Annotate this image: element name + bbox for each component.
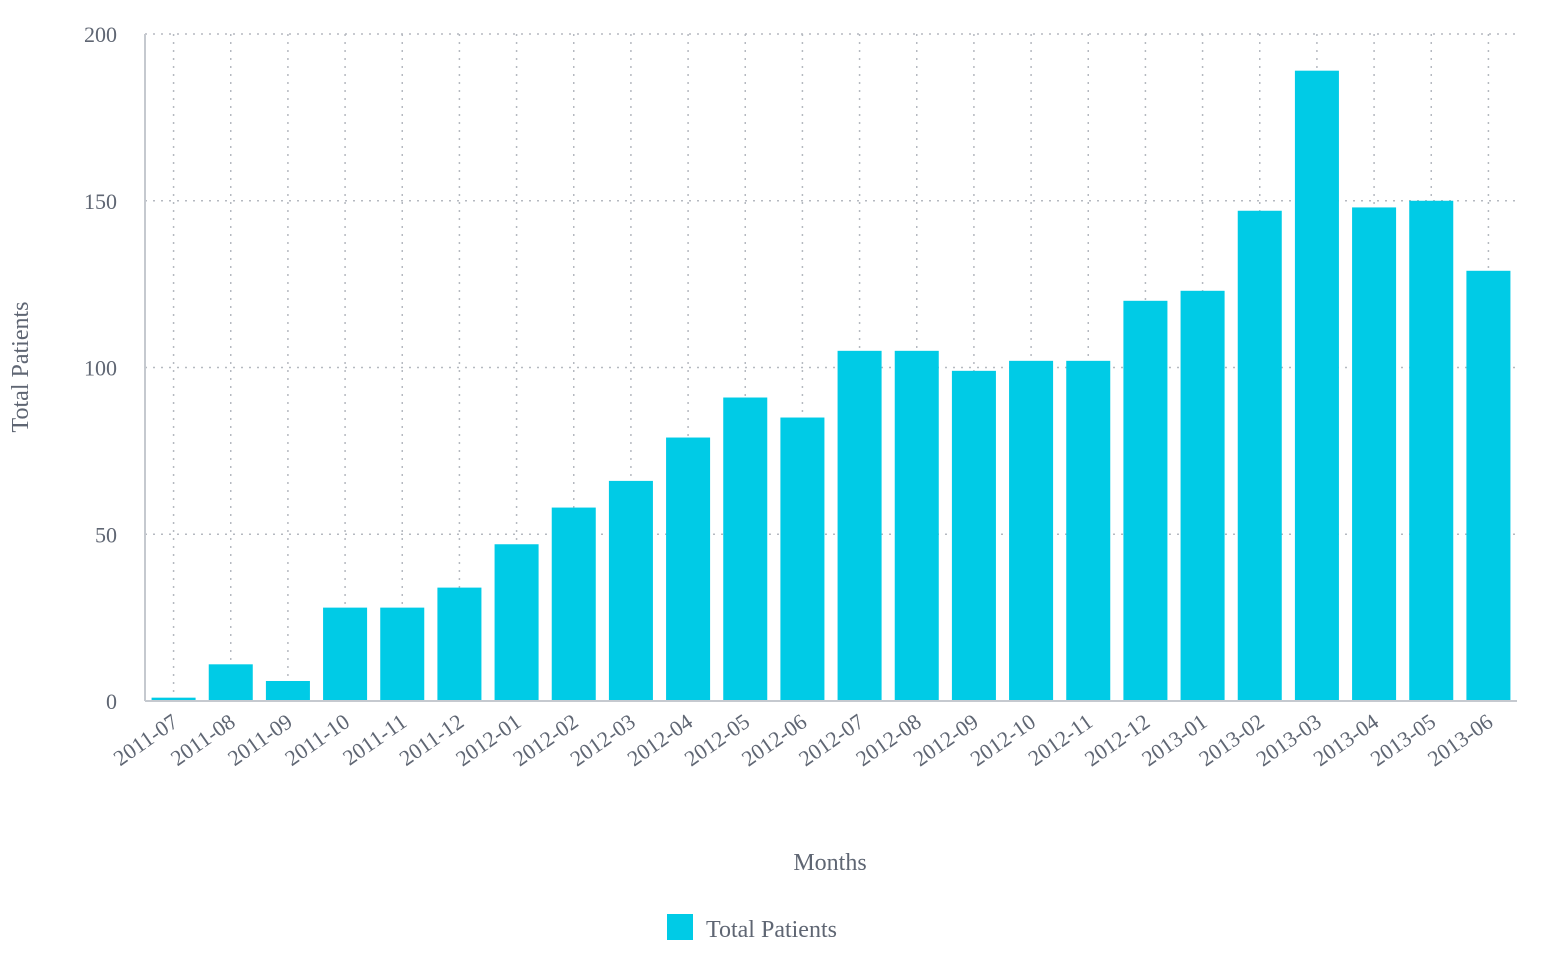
- x-tick-label: 2012-04: [623, 709, 697, 772]
- x-tick-label: 2013-03: [1251, 709, 1325, 772]
- bar-2012-04[interactable]: [666, 437, 711, 701]
- x-tick-label: 2013-05: [1366, 709, 1440, 772]
- x-tick-label: 2011-09: [223, 709, 297, 771]
- x-tick-label: 2012-02: [508, 709, 582, 772]
- bar-2011-12[interactable]: [437, 587, 482, 701]
- x-tick-label: 2012-01: [451, 709, 525, 772]
- bar-2012-08[interactable]: [894, 350, 939, 701]
- x-tick-label: 2013-04: [1309, 709, 1383, 772]
- x-tick-labels: 2011-072011-082011-092011-102011-112011-…: [109, 709, 1498, 772]
- x-tick-label: 2011-10: [280, 709, 354, 771]
- bar-2013-05[interactable]: [1409, 200, 1454, 701]
- bar-2012-06[interactable]: [780, 417, 825, 701]
- bar-2011-07[interactable]: [151, 697, 196, 701]
- x-tick-label: 2011-11: [338, 709, 411, 771]
- bar-2012-01[interactable]: [494, 544, 539, 701]
- bars: [151, 70, 1511, 702]
- legend-label: Total Patients: [706, 917, 837, 943]
- x-tick-label: 2013-01: [1137, 709, 1211, 772]
- bar-2013-02[interactable]: [1237, 210, 1282, 701]
- y-tick-label: 200: [84, 22, 117, 47]
- x-tick-label: 2012-11: [1023, 709, 1097, 771]
- y-axis-title: Total Patients: [8, 302, 34, 433]
- legend-swatch: [667, 914, 693, 940]
- axes: [144, 34, 1517, 702]
- bar-2011-11[interactable]: [380, 607, 425, 701]
- bar-2013-04[interactable]: [1352, 207, 1397, 702]
- y-tick-label: 100: [84, 356, 117, 381]
- legend[interactable]: Total Patients: [667, 914, 837, 943]
- x-tick-label: 2012-12: [1080, 709, 1154, 772]
- x-tick-label: 2011-07: [109, 709, 183, 771]
- y-tick-label: 150: [84, 189, 117, 214]
- bar-2012-05[interactable]: [723, 397, 768, 701]
- x-tick-label: 2011-12: [395, 709, 469, 771]
- bar-2011-08[interactable]: [208, 664, 253, 701]
- x-tick-label: 2012-07: [794, 709, 868, 772]
- x-tick-label: 2012-08: [851, 709, 925, 772]
- x-tick-label: 2013-06: [1423, 709, 1497, 772]
- bar-2012-07[interactable]: [837, 350, 882, 701]
- bar-2012-10[interactable]: [1009, 360, 1054, 701]
- x-tick-label: 2012-09: [908, 709, 982, 772]
- bar-2011-10[interactable]: [323, 607, 368, 701]
- bar-2013-01[interactable]: [1180, 290, 1225, 701]
- bar-2011-09[interactable]: [265, 680, 310, 701]
- bar-2012-03[interactable]: [608, 480, 653, 701]
- bar-2012-02[interactable]: [551, 507, 596, 701]
- y-tick-label: 0: [106, 689, 117, 714]
- x-tick-label: 2013-02: [1194, 709, 1268, 772]
- y-tick-labels: 0 50 100 150 200: [84, 22, 117, 714]
- x-tick-label: 2012-06: [737, 709, 811, 772]
- bar-2013-03[interactable]: [1294, 70, 1339, 701]
- bar-2012-12[interactable]: [1123, 300, 1168, 701]
- y-tick-label: 50: [95, 522, 117, 547]
- x-tick-label: 2011-08: [166, 709, 240, 771]
- x-tick-label: 2012-05: [680, 709, 754, 772]
- x-tick-label: 2012-03: [565, 709, 639, 772]
- bar-2013-06[interactable]: [1466, 270, 1511, 701]
- bar-2012-09[interactable]: [951, 370, 996, 701]
- x-tick-label: 2012-10: [966, 709, 1040, 772]
- bar-2012-11[interactable]: [1066, 360, 1111, 701]
- x-axis-title: Months: [793, 850, 866, 876]
